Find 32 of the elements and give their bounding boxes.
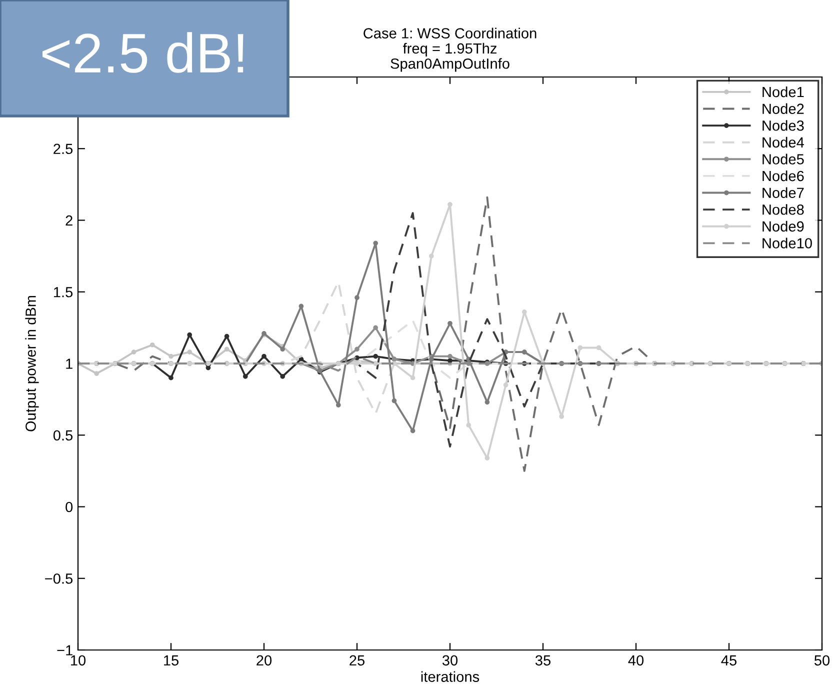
x-tick-label: 30 xyxy=(442,655,458,666)
chart-subtitle: freq = 1.95Thz Span0AmpOutInfo xyxy=(390,42,510,72)
y-tick-label: 0 xyxy=(66,502,73,512)
y-tick-label: −0.5 xyxy=(45,573,73,584)
legend-label: Node5 xyxy=(762,154,804,164)
x-tick-label: 35 xyxy=(535,655,550,666)
y-tick-label: 1 xyxy=(66,358,72,369)
x-tick-label: 50 xyxy=(814,655,830,666)
x-tick-label: 25 xyxy=(350,655,364,666)
y-tick-label: 1.5 xyxy=(54,287,73,298)
y-tick-label: −1 xyxy=(57,645,72,656)
x-axis-title: iterations xyxy=(421,671,480,682)
text: <2.5 dB! xyxy=(42,32,244,73)
legend-label: Node10 xyxy=(762,238,812,248)
legend-label: Node8 xyxy=(762,204,804,215)
legend-label: Node2 xyxy=(762,103,804,114)
x-tick-label: 40 xyxy=(628,655,644,666)
y-tick-label: 0.5 xyxy=(53,430,73,441)
y-axis-title: Output power in dBm xyxy=(25,296,39,432)
x-tick-label: 45 xyxy=(721,655,736,666)
legend-label: Node7 xyxy=(762,187,804,198)
x-tick-label: 10 xyxy=(71,655,86,666)
chart-title: Case 1: WSS Coordination xyxy=(364,28,536,38)
x-tick-label: 15 xyxy=(164,655,178,666)
legend-label: Node9 xyxy=(762,220,804,232)
y-tick-label: 2 xyxy=(66,215,72,226)
x-tick-label: 20 xyxy=(256,655,272,666)
legend-label: Node3 xyxy=(762,120,804,131)
legend-label: Node1 xyxy=(762,86,804,98)
legend-label: Node6 xyxy=(762,170,804,182)
y-tick-label: 2.5 xyxy=(54,144,73,154)
legend-label: Node4 xyxy=(762,136,804,148)
